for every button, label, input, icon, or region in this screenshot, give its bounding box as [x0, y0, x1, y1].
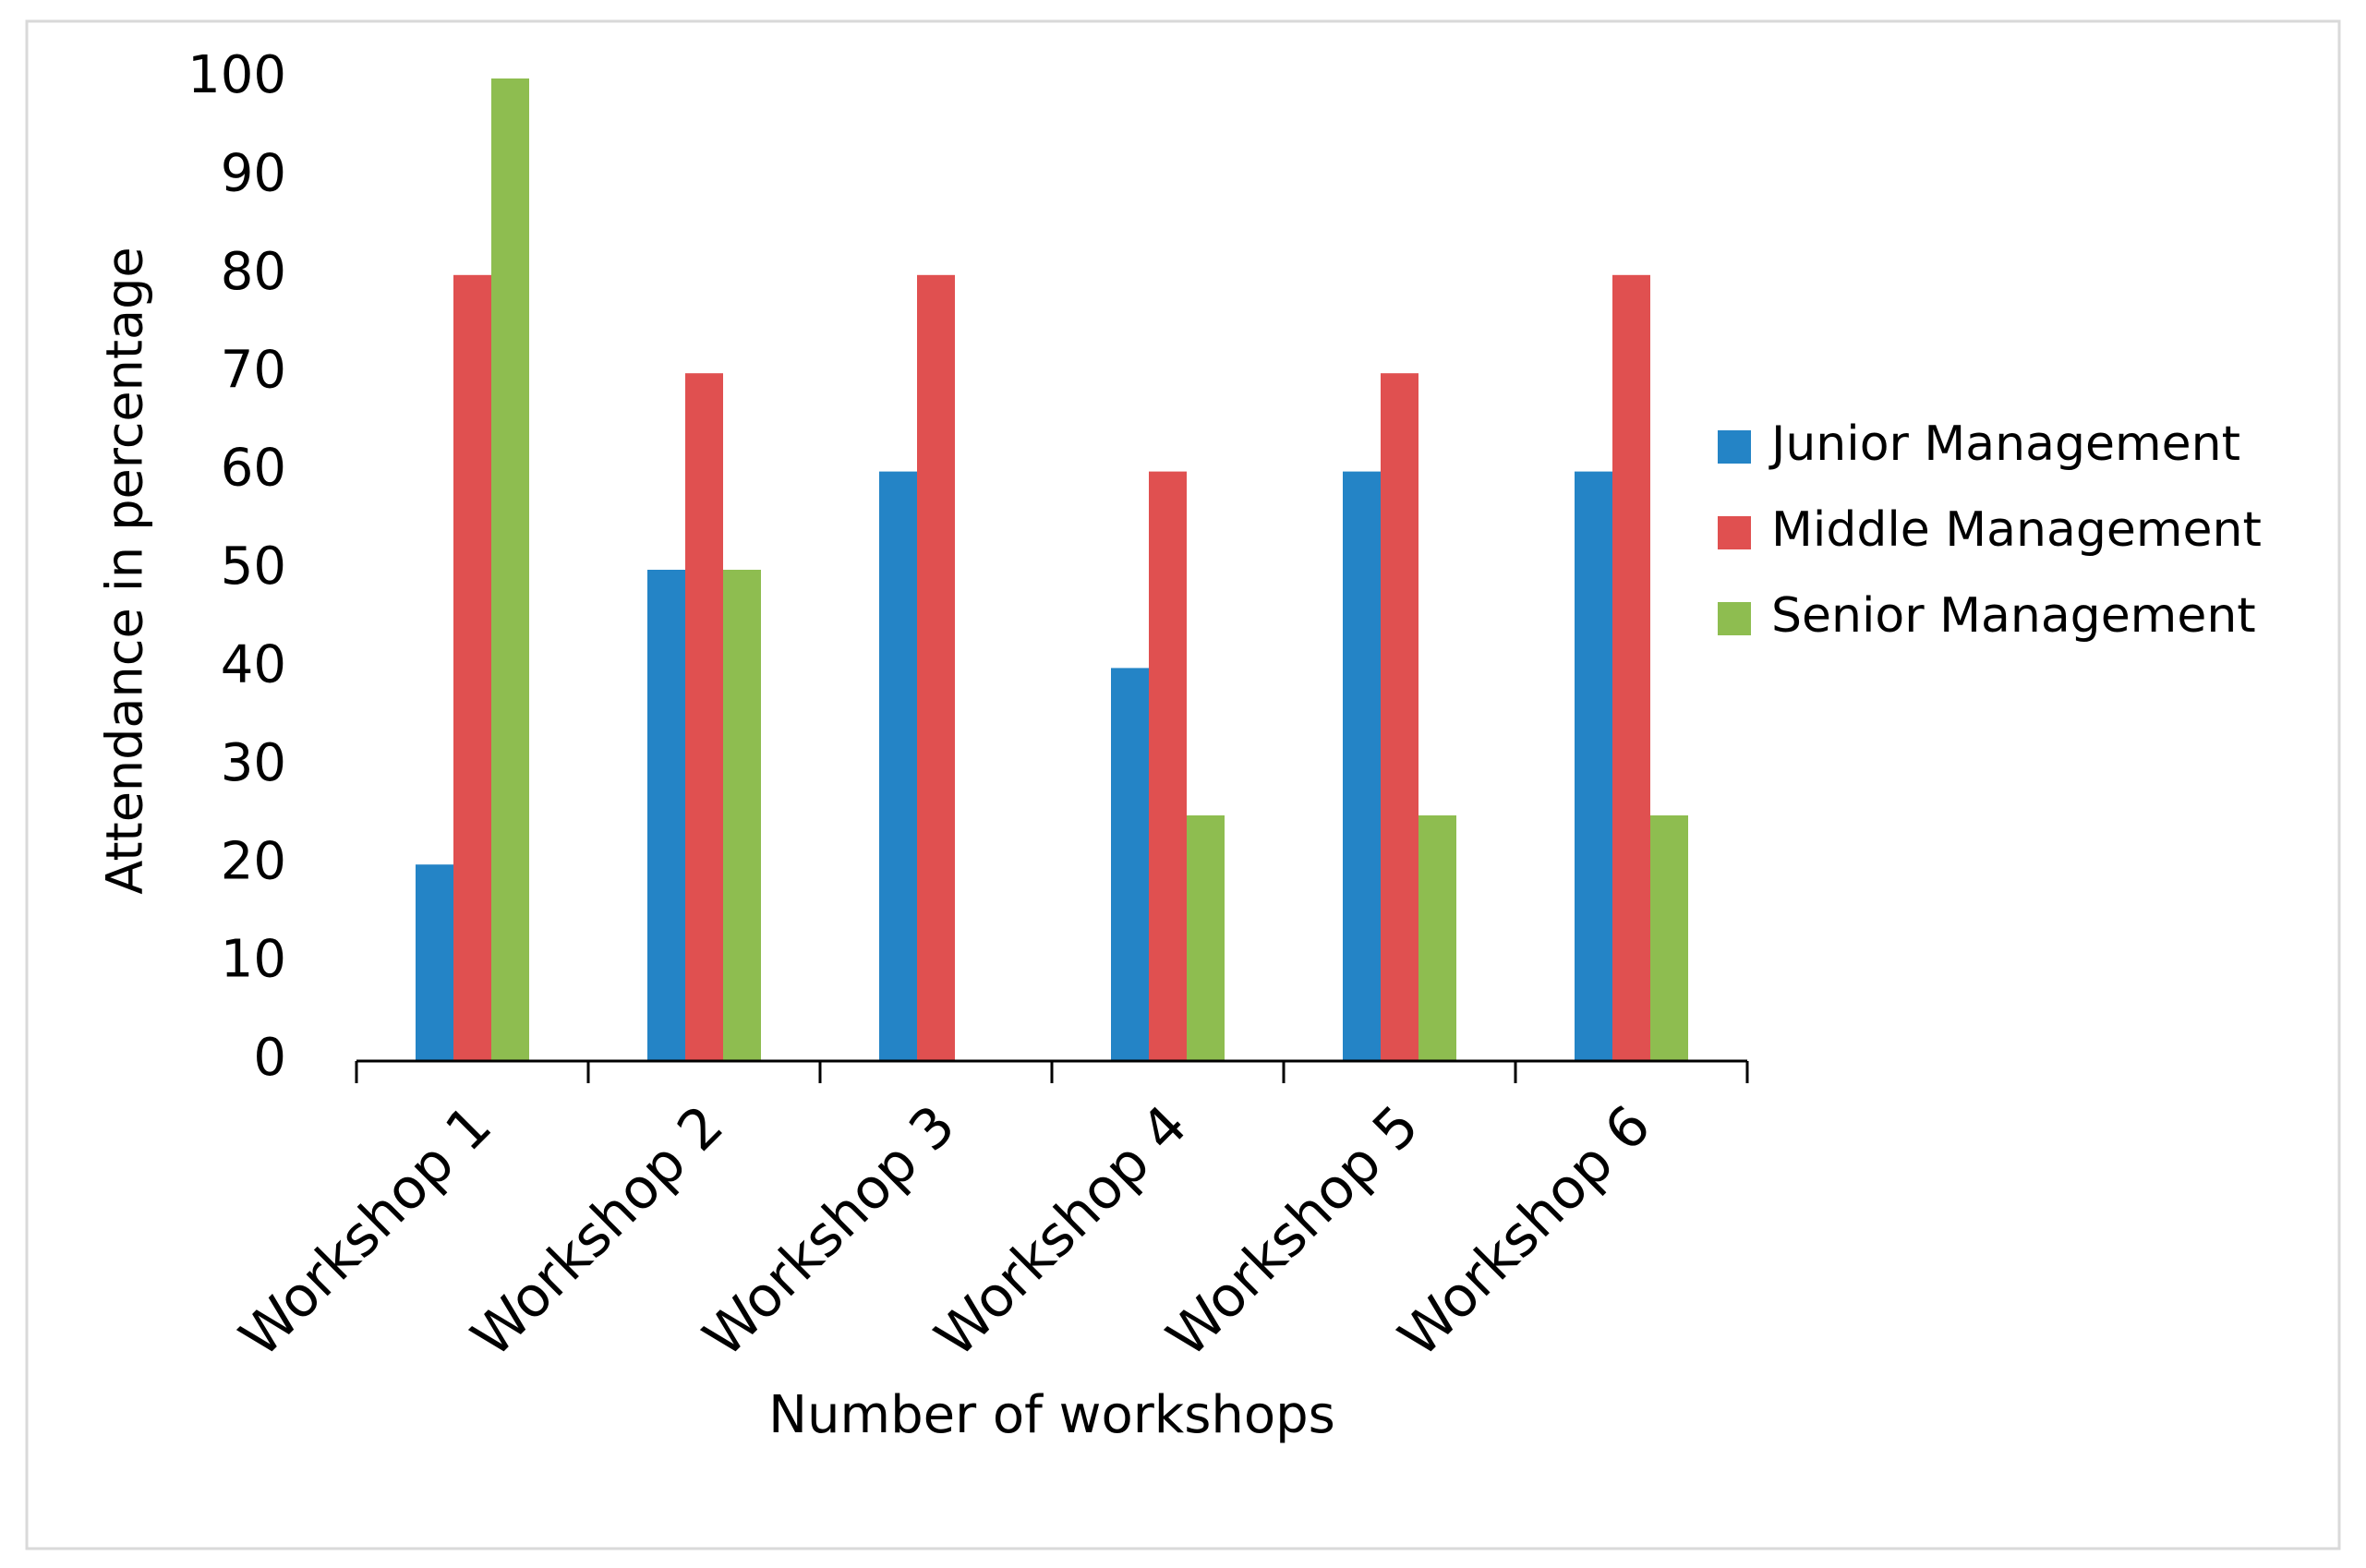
bar: [1650, 815, 1688, 1061]
bar: [1575, 471, 1612, 1062]
y-tick-label: 80: [221, 242, 286, 302]
y-tick-label: 40: [221, 635, 286, 695]
legend-label: Senior Management: [1771, 588, 2256, 644]
y-tick-label: 0: [253, 1028, 286, 1088]
bar: [1418, 815, 1456, 1061]
bar: [647, 570, 685, 1061]
y-tick-label: 100: [187, 45, 286, 105]
legend-swatch: [1718, 430, 1751, 464]
y-tick-label: 30: [221, 733, 286, 793]
legend-swatch: [1718, 602, 1751, 635]
bar: [1187, 815, 1225, 1061]
y-tick-label: 70: [221, 340, 286, 400]
bar: [917, 274, 955, 1061]
x-axis-title: Number of workshops: [768, 1385, 1335, 1445]
y-tick-label: 90: [221, 144, 286, 204]
bar: [491, 78, 529, 1061]
bar: [685, 373, 723, 1061]
y-axis-title: Attendance in percentage: [96, 247, 154, 894]
y-tick-label: 60: [221, 439, 286, 499]
legend-label: Middle Management: [1771, 502, 2262, 558]
bar: [1111, 668, 1149, 1061]
bar: [1149, 471, 1187, 1062]
legend-swatch: [1718, 516, 1751, 549]
bar: [1381, 373, 1418, 1061]
y-tick-label: 50: [221, 537, 286, 597]
bar: [1612, 274, 1650, 1061]
y-tick-label: 10: [221, 930, 286, 990]
legend-label: Junior Management: [1768, 416, 2240, 472]
bar: [1343, 471, 1381, 1062]
bar: [879, 471, 917, 1062]
bar: [453, 274, 491, 1061]
bar: [416, 864, 453, 1061]
bar: [723, 570, 761, 1061]
y-tick-label: 20: [221, 831, 286, 891]
